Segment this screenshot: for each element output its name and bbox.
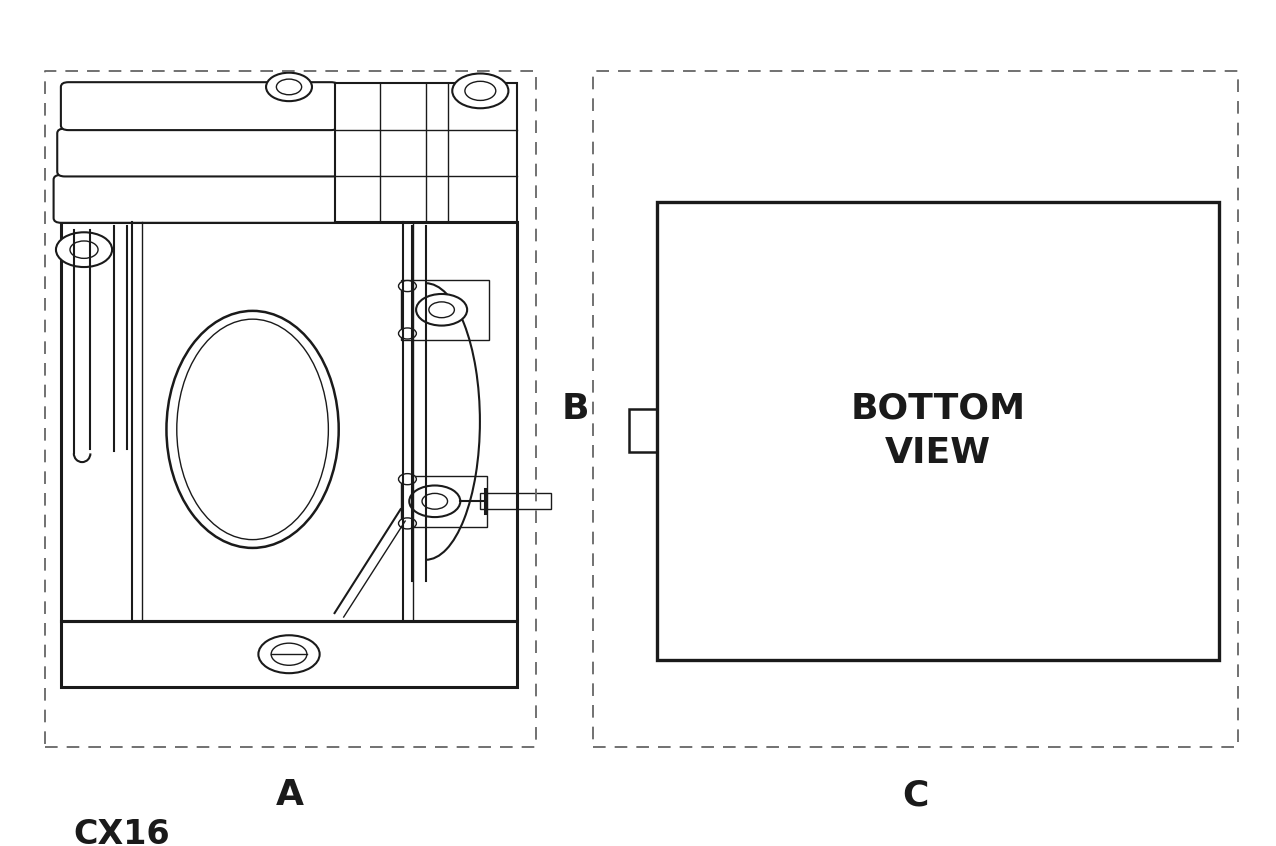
Circle shape bbox=[398, 328, 416, 339]
Circle shape bbox=[272, 643, 306, 665]
Bar bbox=[401, 280, 489, 340]
Bar bbox=[334, 83, 517, 222]
Circle shape bbox=[429, 302, 454, 318]
Text: C: C bbox=[902, 778, 929, 812]
Circle shape bbox=[422, 493, 448, 509]
FancyBboxPatch shape bbox=[57, 129, 341, 177]
Bar bbox=[61, 222, 517, 621]
Bar bbox=[401, 476, 487, 526]
Text: CX16: CX16 bbox=[73, 818, 170, 846]
Text: B: B bbox=[561, 392, 590, 426]
Circle shape bbox=[398, 281, 416, 292]
Circle shape bbox=[452, 74, 508, 108]
Bar bbox=[480, 493, 551, 509]
Circle shape bbox=[398, 518, 416, 529]
Circle shape bbox=[267, 73, 313, 102]
Circle shape bbox=[398, 474, 416, 485]
Circle shape bbox=[277, 79, 301, 95]
Bar bbox=[657, 201, 1219, 660]
Circle shape bbox=[70, 241, 98, 258]
FancyBboxPatch shape bbox=[54, 175, 342, 222]
Circle shape bbox=[56, 233, 112, 267]
FancyBboxPatch shape bbox=[61, 82, 338, 130]
Bar bbox=[61, 621, 517, 688]
Ellipse shape bbox=[166, 310, 338, 548]
Circle shape bbox=[410, 486, 461, 517]
Circle shape bbox=[464, 81, 496, 101]
Circle shape bbox=[416, 294, 467, 326]
Ellipse shape bbox=[177, 319, 328, 540]
Bar bbox=[629, 409, 657, 453]
Text: BOTTOM
VIEW: BOTTOM VIEW bbox=[850, 391, 1026, 470]
Circle shape bbox=[258, 635, 319, 673]
Text: A: A bbox=[277, 778, 304, 812]
